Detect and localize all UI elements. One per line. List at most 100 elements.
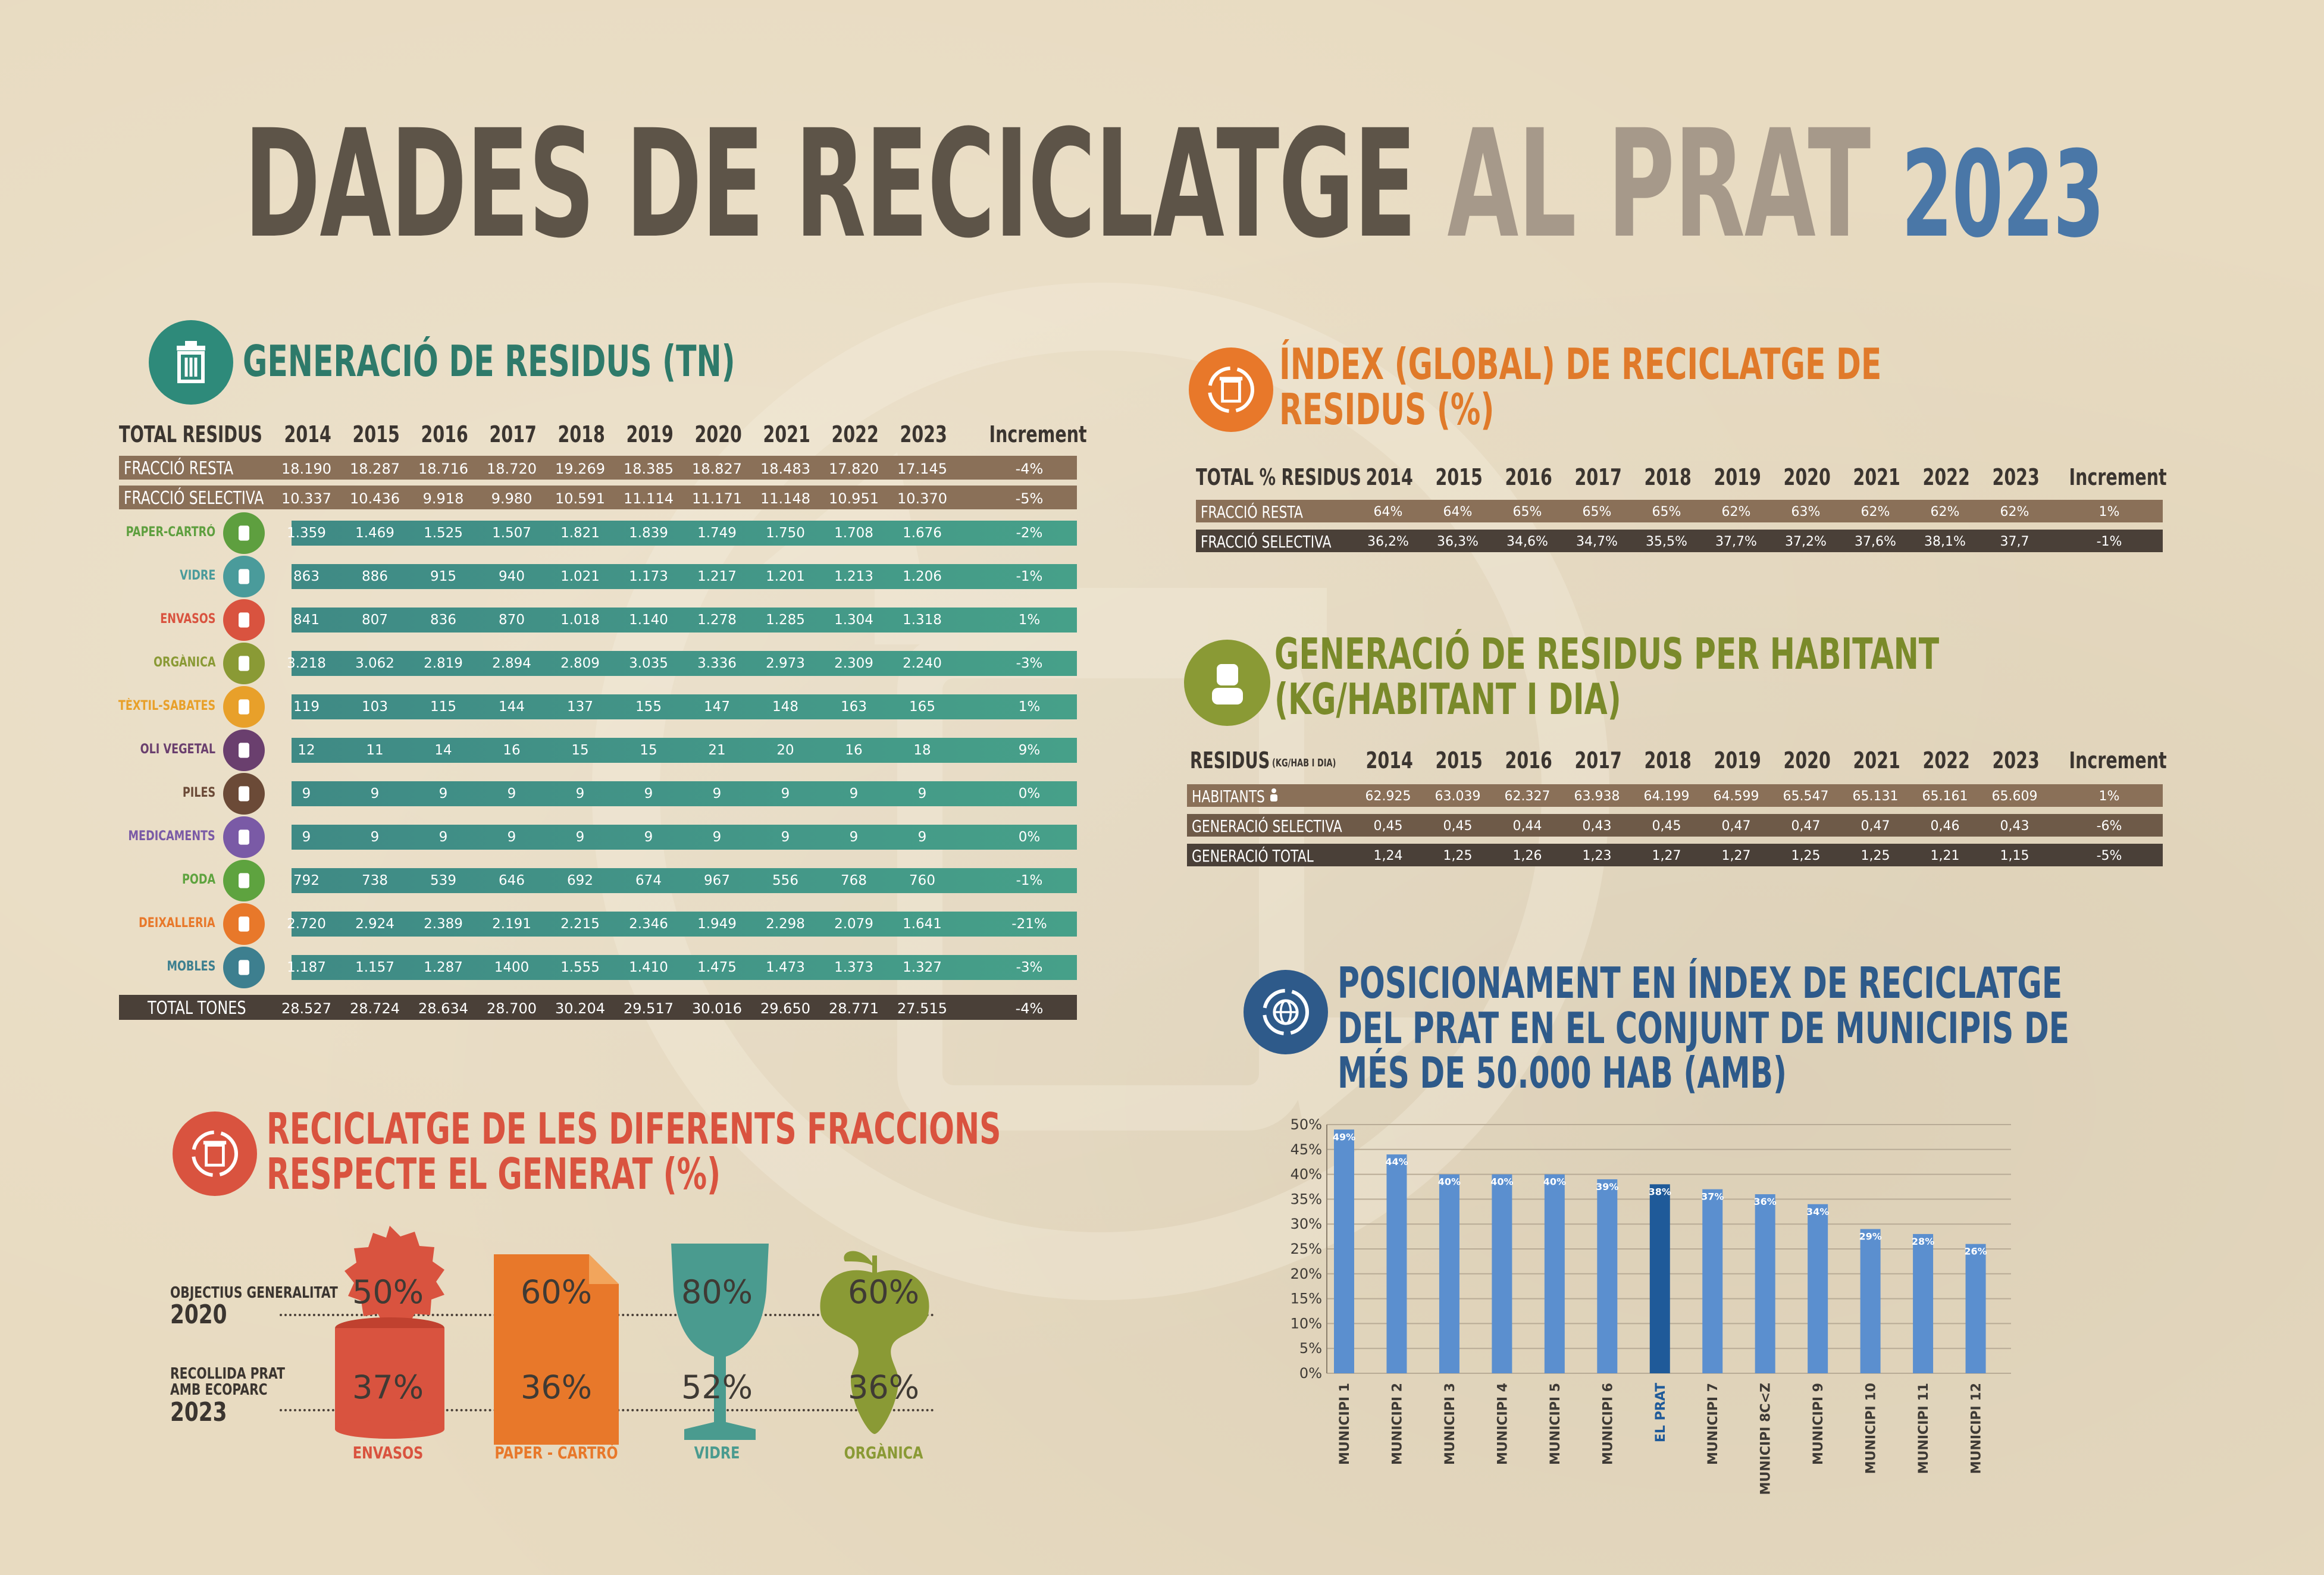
habitant-year-2019: 2019 bbox=[1714, 747, 1761, 774]
wine-glass-icon bbox=[671, 1244, 769, 1440]
page-title: DADES DE RECICLATGE AL PRAT 2023 bbox=[244, 107, 2104, 265]
container-icon bbox=[223, 599, 265, 641]
generacio-cell: 9 bbox=[575, 829, 585, 845]
generacio-cell: 1.304 bbox=[834, 612, 873, 628]
fraccions-title-line2: RESPECTE EL GENERAT (%) bbox=[267, 1148, 721, 1199]
generacio-cell: 29.650 bbox=[760, 1000, 810, 1017]
generacio-cell: 9 bbox=[917, 786, 927, 801]
generacio-cell: 1.749 bbox=[697, 525, 737, 541]
generacio-year-2014: 2014 bbox=[284, 421, 331, 447]
generacio-cell: 9 bbox=[712, 829, 722, 845]
row-label: FRACCIÓ SELECTIVA bbox=[1201, 532, 1332, 552]
x-category-label: MUNICIPI 7 bbox=[1706, 1383, 1721, 1465]
recollida-label-block: RECOLLIDA PRAT AMB ECOPARC 2023 bbox=[170, 1366, 285, 1426]
recollida-label1: RECOLLIDA PRAT bbox=[170, 1365, 286, 1383]
index-year-2014: 2014 bbox=[1365, 464, 1413, 490]
table-cell-increment: -6% bbox=[2096, 819, 2122, 834]
habitant-year-2017: 2017 bbox=[1574, 747, 1622, 774]
table-cell: 1,27 bbox=[1652, 848, 1681, 863]
generacio-cell: 1400 bbox=[494, 960, 530, 975]
generacio-cell: 9 bbox=[439, 829, 448, 845]
y-tick-label: 35% bbox=[1291, 1191, 1322, 1207]
fraccio-label: ENVASOS bbox=[352, 1443, 424, 1463]
generacio-cell: 9 bbox=[712, 786, 722, 801]
generacio-cell: 2.389 bbox=[424, 916, 463, 932]
index-year-2022: 2022 bbox=[1922, 464, 1970, 490]
x-category-label: EL PRAT bbox=[1653, 1383, 1668, 1442]
table-row: FRACCIÓ SELECTIVA 36,2% 36,3% 34,6% 34,7% 35,… bbox=[1196, 530, 2163, 552]
generacio-cell: 10.370 bbox=[897, 490, 947, 507]
generacio-row-label: FRACCIÓ RESTA bbox=[124, 458, 234, 479]
objectius-year: 2020 bbox=[170, 1300, 227, 1330]
posicionament-title: POSICIONAMENT EN ÍNDEX DE RECICLATGE DEL… bbox=[1338, 960, 2069, 1098]
table-cell-increment: 1% bbox=[2099, 505, 2120, 519]
generacio-cell: 18.287 bbox=[350, 461, 400, 477]
generacio-cell: 807 bbox=[362, 612, 388, 628]
bar-data-label: 34% bbox=[1806, 1206, 1829, 1217]
bar bbox=[1808, 1204, 1828, 1373]
y-tick-label: 20% bbox=[1291, 1266, 1322, 1282]
generacio-cell: 1.285 bbox=[766, 612, 805, 628]
generacio-cell: 1.021 bbox=[560, 569, 600, 584]
habitant-year-2014: 2014 bbox=[1365, 747, 1413, 774]
generacio-cell: 148 bbox=[772, 699, 798, 715]
generacio-cell: 1.359 bbox=[287, 525, 326, 541]
bar-data-label: 29% bbox=[1859, 1231, 1881, 1242]
bar bbox=[1913, 1233, 1934, 1373]
generacio-cell: 1.525 bbox=[424, 525, 463, 541]
generacio-increment-header: Increment bbox=[989, 421, 1087, 447]
generacio-cell: 539 bbox=[430, 873, 456, 888]
y-tick-label: 45% bbox=[1291, 1141, 1322, 1158]
x-category-label: MUNICIPI 5 bbox=[1548, 1383, 1563, 1465]
fraccio-actual: 37% bbox=[352, 1369, 424, 1406]
table-cell: 0,43 bbox=[1582, 819, 1612, 834]
generacio-cell-increment: -2% bbox=[1016, 525, 1043, 541]
generacio-cell: 137 bbox=[567, 699, 593, 715]
habitant-title-line2: (KG/HABITANT I DIA) bbox=[1274, 674, 1621, 724]
bar-data-label: 28% bbox=[1912, 1236, 1934, 1247]
habitant-year-2020: 2020 bbox=[1783, 747, 1831, 774]
generacio-cell: 11.114 bbox=[624, 490, 674, 507]
generacio-cell: 16 bbox=[503, 743, 521, 758]
generacio-cell: 103 bbox=[362, 699, 388, 715]
y-tick-label: 15% bbox=[1291, 1291, 1322, 1307]
index-title-line2: RESIDUS (%) bbox=[1279, 384, 1495, 434]
generacio-cell: 2.240 bbox=[903, 656, 942, 671]
bar-data-label: 40% bbox=[1438, 1176, 1461, 1188]
fraccions-title: RECICLATGE DE LES DIFERENTS FRACCIONS RE… bbox=[267, 1106, 1001, 1199]
generacio-cell: 144 bbox=[499, 699, 525, 715]
generacio-cell: 836 bbox=[430, 612, 456, 628]
bar bbox=[1702, 1189, 1723, 1373]
habitant-title-line1: GENERACIÓ DE RESIDUS PER HABITANT bbox=[1274, 629, 1940, 679]
generacio-cell: 16 bbox=[845, 743, 863, 758]
bar-data-label: 40% bbox=[1490, 1176, 1513, 1188]
bar bbox=[1649, 1184, 1670, 1373]
table-cell: 36,3% bbox=[1437, 534, 1479, 549]
generacio-cell: 3.218 bbox=[287, 656, 326, 671]
bar-data-label: 40% bbox=[1543, 1176, 1566, 1188]
can-icon bbox=[335, 1226, 444, 1439]
table-cell: 62% bbox=[1930, 505, 1960, 519]
generacio-cell: 155 bbox=[635, 699, 662, 715]
bar-data-label: 49% bbox=[1333, 1131, 1355, 1142]
index-header-first: TOTAL % RESIDUS bbox=[1196, 464, 1361, 490]
generacio-cell-increment: -4% bbox=[1015, 1000, 1044, 1017]
generacio-cell: 1.555 bbox=[560, 960, 600, 975]
generacio-cell: 2.894 bbox=[492, 656, 531, 671]
y-tick-label: 50% bbox=[1291, 1119, 1322, 1133]
generacio-cell: 1.140 bbox=[629, 612, 668, 628]
generacio-year-2017: 2017 bbox=[489, 421, 537, 447]
posicionament-title-line3: MÉS DE 50.000 HAB (AMB) bbox=[1338, 1048, 1787, 1098]
table-cell: 63% bbox=[1791, 505, 1821, 519]
generacio-cell: 9.918 bbox=[422, 490, 464, 507]
generacio-header-first: TOTAL RESIDUS bbox=[119, 421, 262, 447]
generacio-item-label: TÈXTIL-SABATES bbox=[118, 699, 215, 713]
generacio-cell: 11.148 bbox=[760, 490, 810, 507]
generacio-cell: 10.436 bbox=[350, 490, 400, 507]
index-year-2020: 2020 bbox=[1783, 464, 1831, 490]
generacio-cell: 18.716 bbox=[418, 461, 468, 477]
generacio-cell: 1.473 bbox=[766, 960, 805, 975]
generacio-cell: 1.157 bbox=[355, 960, 394, 975]
table-cell: 35,5% bbox=[1646, 534, 1687, 549]
generacio-cell: 28.700 bbox=[487, 1000, 537, 1017]
